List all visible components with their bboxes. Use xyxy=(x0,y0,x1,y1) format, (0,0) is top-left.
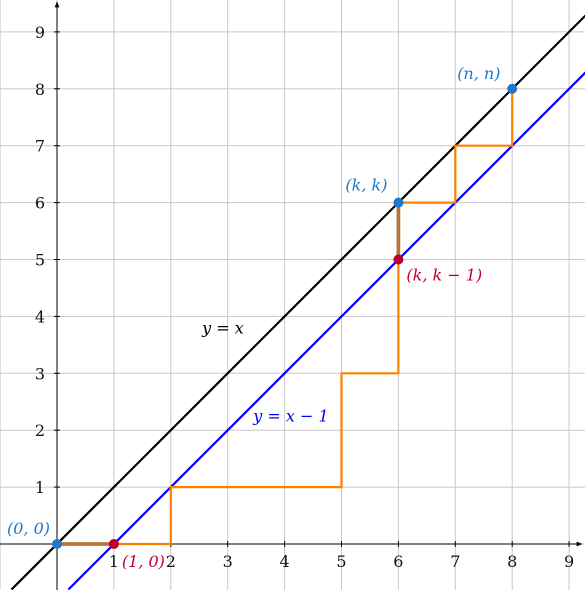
x-tick-label: 7 xyxy=(450,552,460,571)
lattice-path xyxy=(57,88,514,546)
x-tick-label: 2 xyxy=(166,552,176,571)
lines xyxy=(10,14,585,590)
y-tick-label: 6 xyxy=(35,194,45,213)
point-marker xyxy=(108,539,119,549)
point-label: (0, 0) xyxy=(7,519,50,538)
x-tick-label: 5 xyxy=(336,552,346,571)
x-tick-label: 6 xyxy=(393,552,403,571)
equation-label: y = x xyxy=(201,318,244,337)
point-marker xyxy=(507,83,518,94)
point-marker xyxy=(393,197,404,208)
point-marker xyxy=(52,539,62,549)
point-label: (n, n) xyxy=(457,64,500,83)
point-label: (k, k) xyxy=(345,176,387,195)
y-tick-label: 2 xyxy=(35,421,45,440)
y-tick-label: 1 xyxy=(35,478,45,497)
y-tick-label: 7 xyxy=(35,137,45,156)
point-marker xyxy=(393,254,404,265)
x-tick-label: 8 xyxy=(507,552,517,571)
diagonal-line-y-eq-x xyxy=(10,14,585,590)
equation-label: y = x − 1 xyxy=(252,407,328,426)
x-tick-label: 3 xyxy=(223,552,233,571)
x-tick-label: 1 xyxy=(109,552,119,571)
y-tick-label: 4 xyxy=(35,307,45,326)
point-label: (1, 0) xyxy=(122,552,165,571)
point-label: (k, k − 1) xyxy=(406,266,482,285)
x-tick-label: 4 xyxy=(280,552,290,571)
y-tick-label: 5 xyxy=(35,251,45,270)
labels: y = x y = x − 1 xyxy=(201,318,329,425)
y-tick-label: 8 xyxy=(35,80,45,99)
points: (0, 0) (1, 0) (k, k) (k, k − 1) (n, n) xyxy=(7,64,518,571)
y-tick-label: 3 xyxy=(35,364,45,383)
x-tick-label: 9 xyxy=(564,552,574,571)
y-tick-label: 9 xyxy=(35,23,45,42)
diagonal-line-y-eq-x-minus-1 xyxy=(67,71,585,590)
